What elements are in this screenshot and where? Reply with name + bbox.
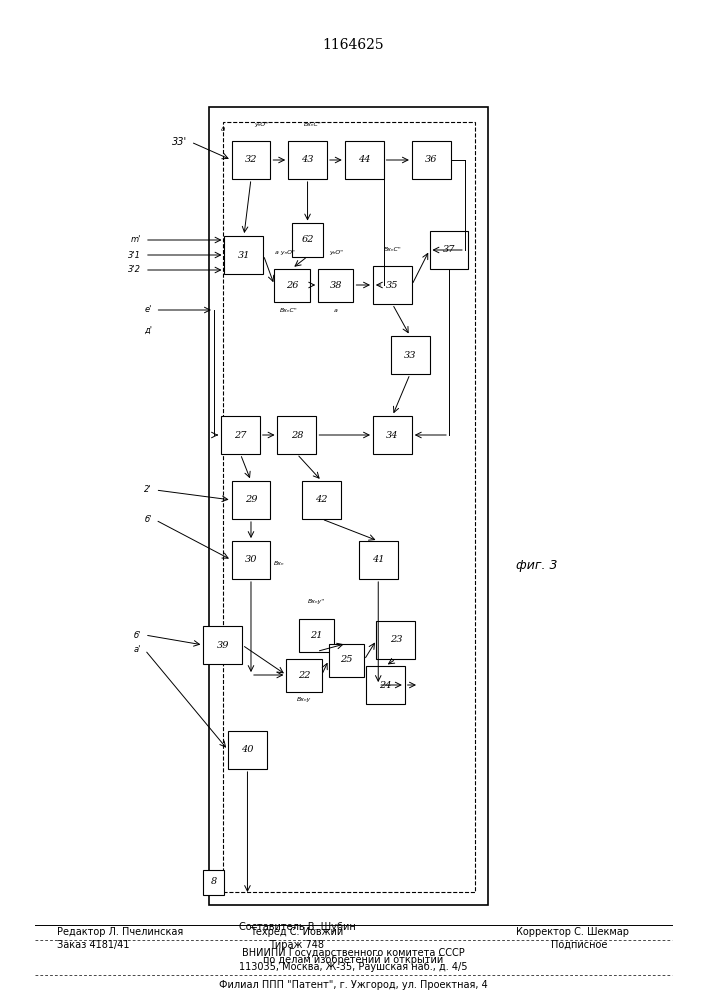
- Bar: [228, 731, 267, 769]
- Text: m': m': [131, 235, 141, 244]
- Text: a yₙO": a yₙO": [275, 250, 295, 255]
- Text: 40: 40: [241, 746, 254, 754]
- Text: BxₙC": BxₙC": [304, 122, 322, 127]
- Text: д': д': [144, 326, 152, 334]
- Text: а': а': [134, 646, 141, 654]
- Text: Филиал ППП "Патент", г. Ужгород, ул. Проектная, 4: Филиал ППП "Патент", г. Ужгород, ул. Про…: [219, 980, 488, 990]
- Bar: [344, 141, 383, 179]
- Text: 21: 21: [310, 631, 323, 640]
- Text: 30: 30: [245, 556, 257, 564]
- Text: a: a: [220, 126, 224, 132]
- Bar: [203, 869, 224, 894]
- Text: 113035, Москва, Ж-35, Раушская наб., д. 4/5: 113035, Москва, Ж-35, Раушская наб., д. …: [239, 962, 468, 972]
- Text: Техред С. Иовжий: Техред С. Иовжий: [250, 927, 344, 937]
- Text: 33': 33': [173, 137, 187, 147]
- Text: ВНИИПИ Государственного комитета СССР: ВНИИПИ Государственного комитета СССР: [242, 948, 465, 958]
- Bar: [366, 666, 405, 704]
- Text: 3'2: 3'2: [129, 265, 141, 274]
- Text: Корректор С. Шекмар: Корректор С. Шекмар: [516, 927, 629, 937]
- Bar: [318, 268, 354, 302]
- Text: 44: 44: [358, 155, 370, 164]
- Text: e': e': [145, 306, 152, 314]
- Text: Bxₙy": Bxₙy": [308, 599, 325, 604]
- Bar: [390, 336, 430, 374]
- Text: 28: 28: [291, 430, 303, 440]
- Text: по делам изобретений и открытий: по делам изобретений и открытий: [264, 955, 443, 965]
- Bar: [231, 141, 270, 179]
- Text: 31: 31: [238, 250, 250, 259]
- Bar: [411, 141, 451, 179]
- Bar: [302, 481, 341, 519]
- Text: 23: 23: [390, 636, 402, 645]
- Text: 1164625: 1164625: [322, 38, 385, 52]
- Text: 34: 34: [386, 430, 399, 440]
- Text: 62: 62: [301, 235, 314, 244]
- Text: 25: 25: [340, 656, 353, 664]
- Text: 35: 35: [386, 280, 399, 290]
- Text: Тираж 748: Тираж 748: [269, 940, 325, 950]
- Text: 24: 24: [379, 680, 392, 690]
- Bar: [329, 644, 364, 676]
- Text: 42: 42: [315, 495, 328, 504]
- Bar: [288, 141, 327, 179]
- Text: BxₙC": BxₙC": [383, 247, 402, 252]
- Bar: [377, 621, 416, 659]
- Bar: [373, 416, 412, 454]
- Text: 26: 26: [286, 280, 298, 290]
- Bar: [204, 626, 242, 664]
- Text: 29: 29: [245, 495, 257, 504]
- Bar: [231, 481, 270, 519]
- Text: 33: 33: [404, 351, 416, 360]
- Text: 43: 43: [301, 155, 314, 164]
- Text: 32: 32: [245, 155, 257, 164]
- Text: yₙO": yₙO": [255, 122, 269, 127]
- Text: Редактор Л. Пчелинская: Редактор Л. Пчелинская: [57, 927, 183, 937]
- Bar: [274, 268, 310, 302]
- Bar: [224, 236, 263, 274]
- Bar: [231, 541, 270, 579]
- Text: Bxₙ: Bxₙ: [274, 561, 284, 566]
- Text: б': б': [145, 516, 152, 524]
- Bar: [209, 107, 488, 905]
- Text: Bxₙy: Bxₙy: [297, 698, 311, 702]
- Text: б': б': [134, 631, 141, 640]
- Bar: [223, 122, 475, 892]
- Bar: [291, 224, 323, 256]
- Text: фиг. 3: фиг. 3: [516, 558, 558, 572]
- Text: Составитель В. Шубин: Составитель В. Шубин: [238, 922, 356, 932]
- Text: 36: 36: [425, 155, 438, 164]
- Text: 39: 39: [216, 641, 229, 650]
- Text: 38: 38: [329, 280, 342, 290]
- Text: yₙO": yₙO": [329, 250, 343, 255]
- Text: BxₙC": BxₙC": [279, 308, 298, 312]
- Text: 2': 2': [144, 486, 152, 494]
- Text: a: a: [334, 308, 338, 312]
- Text: 41: 41: [372, 556, 385, 564]
- Bar: [277, 416, 316, 454]
- Text: 8: 8: [211, 878, 216, 886]
- Bar: [359, 541, 398, 579]
- Bar: [373, 266, 412, 304]
- Bar: [299, 618, 334, 652]
- Text: 37: 37: [443, 245, 455, 254]
- Text: 27: 27: [234, 430, 247, 440]
- Text: 3'1: 3'1: [129, 250, 141, 259]
- Bar: [221, 416, 260, 454]
- Text: Заказ 4181/41: Заказ 4181/41: [57, 940, 129, 950]
- Text: Подписное: Подписное: [551, 940, 608, 950]
- Bar: [286, 658, 322, 692]
- Text: 22: 22: [298, 670, 310, 680]
- Bar: [429, 231, 468, 269]
